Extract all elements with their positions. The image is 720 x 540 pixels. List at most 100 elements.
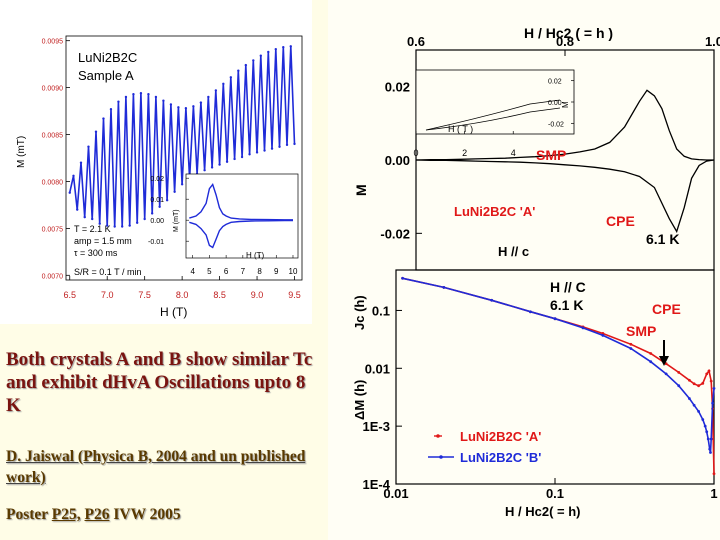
inset-x-tick-label: 0 [413, 148, 418, 158]
linear-plot-inset: 0 2 4 0.02 0.00 -0.02 [413, 69, 575, 158]
poster-prefix: Poster [6, 506, 48, 523]
top-axis-title: H / Hc2 ( = h ) [524, 25, 613, 41]
log-plot-x-label: H / Hc2( = h) [505, 504, 581, 519]
condition-time-constant: τ = 300 ms [74, 248, 118, 258]
dhva-data-point [135, 221, 139, 224]
poster-link-p26[interactable]: P26 [84, 506, 110, 523]
linear-plot-series [415, 89, 715, 234]
log-plot-data-point [697, 409, 700, 413]
dhva-inset-y-label: M (mT) [173, 209, 180, 232]
legend-marker-b [439, 455, 443, 459]
dhva-y-tick-label: 0.0095 [42, 39, 64, 46]
magnetization-figure: 0.6 0.8 1.00.020.00-0.02 0 2 40.020.00-0.02 … [330, 0, 720, 540]
dhva-data-point [128, 224, 131, 227]
log-plot-data-point [677, 384, 681, 388]
dhva-data-point [177, 106, 180, 109]
dhva-data-point [83, 215, 86, 219]
annotation-cpe-bottom: CPE [652, 301, 681, 317]
log-plot-data-point [705, 430, 709, 434]
annotation-cpe-top: CPE [606, 213, 635, 229]
poster-link-p25[interactable]: P25, [51, 506, 81, 523]
dhva-data-point [79, 161, 83, 164]
dhva-x-tick-label: 9.0 [251, 290, 264, 300]
dhva-data-point [143, 217, 146, 221]
linear-plot-top-tick-label: 1.0 [705, 34, 720, 49]
log-plot-data-point [664, 372, 668, 376]
dhva-data-point [180, 183, 184, 186]
dhva-data-point [210, 166, 214, 169]
dhva-y-tick-label: 0.0070 [42, 273, 64, 280]
log-plot-data-point [687, 397, 691, 400]
log-plot-y-label-bottom: ΔM (h) [352, 380, 367, 420]
linear-plot-y-tick-label: 0.02 [385, 80, 410, 95]
inset-y-tick-label: -0.02 [548, 121, 564, 128]
log-plot-data-point [601, 334, 605, 337]
dhva-inset-x-tick-label: 10 [289, 267, 298, 276]
inset-y-tick-label: 0.00 [548, 100, 562, 107]
inset-y-tick-label: 0.02 [548, 79, 562, 86]
dhva-x-tick-label: 9.5 [288, 290, 301, 300]
log-plot-data-point [581, 326, 585, 330]
log-plot-data-point [629, 342, 633, 346]
dhva-data-point [248, 153, 251, 156]
dhva-compound-label: LuNi2B2C [78, 50, 137, 65]
dhva-data-point [240, 155, 244, 159]
log-plot-data-point [705, 372, 709, 376]
linear-plot-series-line [415, 159, 715, 234]
dhva-data-point [184, 107, 188, 110]
dhva-inset-x-tick-label: 8 [257, 267, 262, 276]
dhva-data-point [270, 147, 274, 150]
annotation-temperature-top: 6.1 K [646, 231, 679, 247]
dhva-data-point [289, 45, 292, 48]
dhva-y-tick-label: 0.0090 [42, 86, 64, 93]
dhva-data-point [98, 222, 101, 225]
dhva-y-axis-label: M (mT) [16, 136, 27, 168]
linear-plot-top-tick-label: 0.8 [556, 34, 574, 49]
dhva-x-tick-label: 7.0 [101, 290, 114, 300]
dhva-figure: 6.5 7.0 7.5 8.0 8.5 9.0 9.50.00700.00750.00800… [0, 0, 312, 324]
dhva-x-tick-label: 8.0 [176, 290, 189, 300]
dhva-inset-x-tick-label: 7 [241, 267, 246, 276]
log-plot-data-point [442, 286, 446, 289]
dhva-data-point [139, 92, 143, 95]
log-plot-data-point [708, 447, 712, 451]
dhva-inset-y-tick-label: 0.01 [150, 197, 164, 204]
log-plot-data-point [709, 437, 713, 441]
dhva-axes: 6.5 7.0 7.5 8.0 8.5 9.0 9.50.00700.00750.00800… [42, 35, 303, 300]
dhva-data-point [173, 190, 176, 193]
dhva-inset: 4 5 6 7 8 9 10 0.02 0.01 0.00 -0.01 [148, 173, 299, 276]
log-plot-data-point [601, 332, 605, 335]
dhva-inset-x-tick-label: 6 [224, 267, 229, 276]
annotation-temperature-bottom: 6.1 K [550, 297, 583, 313]
linear-plot-y-tick-label: -0.02 [380, 226, 410, 241]
linear-plot-top-tick-label: 0.6 [407, 34, 425, 49]
dhva-data-point [109, 108, 113, 111]
log-plot-data-point [553, 317, 557, 321]
dhva-data-point [150, 212, 154, 215]
dhva-y-tick-label: 0.0075 [42, 226, 64, 233]
dhva-data-point [207, 95, 210, 99]
log-plot-data-point [703, 424, 707, 428]
dhva-x-tick-label: 7.5 [138, 290, 151, 300]
dhva-y-tick-label: 0.0080 [42, 179, 64, 186]
dhva-inset-series-line [189, 183, 293, 221]
dhva-sample-label: Sample A [78, 68, 134, 83]
log-plot-data-point [707, 369, 711, 373]
log-plot-data-point [701, 381, 705, 385]
dhva-inset-x-label: H (T) [246, 251, 265, 260]
dhva-inset-series-line [189, 219, 293, 249]
annotation-field-direction-bottom: H // C [550, 279, 586, 295]
log-plot-x-tick-label: 1 [710, 486, 717, 501]
dhva-data-point [106, 224, 109, 227]
log-plot-data-point [712, 472, 716, 476]
dhva-data-point [120, 225, 124, 228]
dhva-data-point [218, 163, 221, 166]
log-plot-y-tick-label: 0.01 [365, 361, 390, 376]
log-plot-data-point [649, 360, 653, 364]
log-plot-data-point [701, 418, 705, 421]
linear-plot-y-label: M [353, 184, 369, 196]
dhva-data-point [233, 157, 236, 161]
log-plot-data-point [706, 437, 710, 441]
log-plot-data-point [677, 370, 681, 374]
dhva-x-tick-label: 6.5 [63, 290, 76, 300]
